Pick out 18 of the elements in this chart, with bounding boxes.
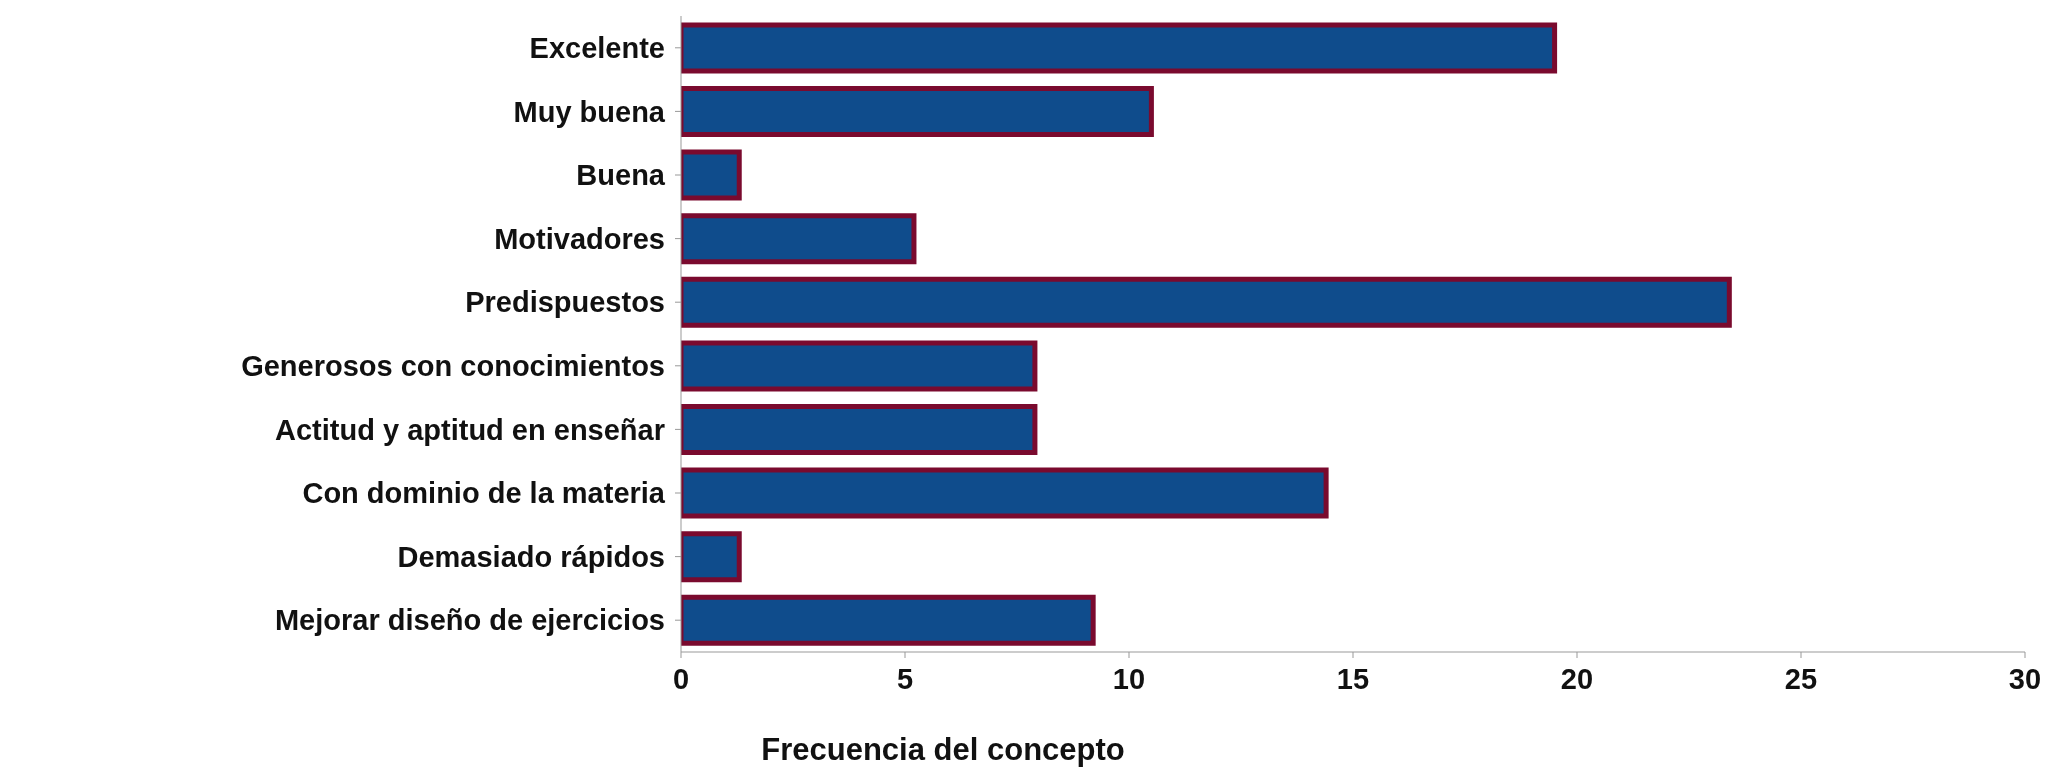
y-tick-label: Excelente	[529, 32, 665, 65]
y-tick-label: Motivadores	[494, 222, 665, 255]
y-tick-label: Con dominio de la materia	[302, 477, 666, 510]
y-tick-label: Demasiado rápidos	[397, 540, 665, 573]
x-tick-label: 0	[672, 662, 690, 695]
x-tick-label: 5	[896, 662, 914, 695]
x-tick-label: 30	[2008, 662, 2042, 695]
x-tick-label: 20	[1560, 662, 1594, 695]
y-tick-label: Mejorar diseño de ejercicios	[274, 604, 665, 637]
y-tick-label: Predispuestos	[465, 286, 665, 319]
y-tick-label: Actitud y aptitud en enseñar	[275, 413, 665, 446]
y-tick-label: Muy buena	[513, 95, 666, 128]
y-tick-label: Buena	[576, 159, 666, 192]
y-tick-label: Generosos con conocimientos	[241, 350, 665, 383]
x-tick-label: 25	[1784, 662, 1818, 695]
x-axis-title: Frecuencia del concepto	[761, 732, 1125, 767]
x-tick-label: 15	[1336, 662, 1370, 695]
x-tick-label: 10	[1112, 662, 1146, 695]
